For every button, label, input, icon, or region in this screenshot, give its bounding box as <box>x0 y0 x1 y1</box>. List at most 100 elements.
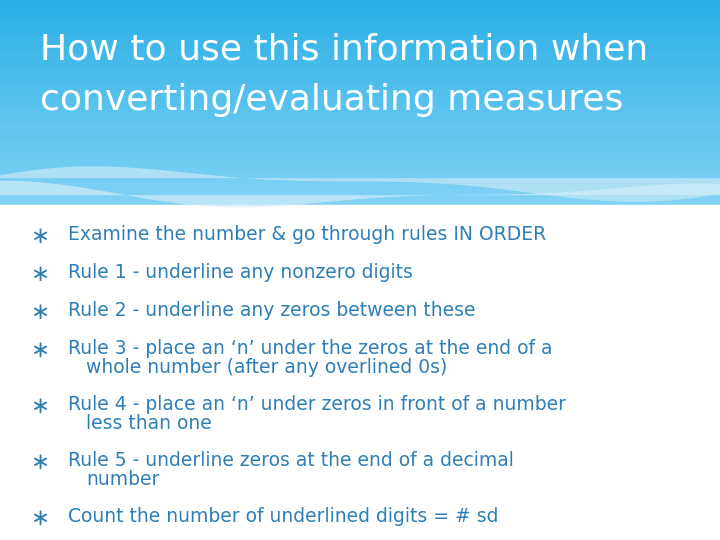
Bar <box>0 112 720 115</box>
Bar <box>0 176 720 179</box>
Bar <box>0 61 720 64</box>
Bar <box>0 84 720 86</box>
Bar <box>0 79 720 82</box>
Bar <box>0 12 720 15</box>
Bar <box>0 145 720 148</box>
Text: Count the number of underlined digits = # sd: Count the number of underlined digits = … <box>68 507 499 526</box>
Bar <box>0 26 720 29</box>
Bar <box>0 69 720 72</box>
Bar <box>0 57 720 59</box>
Bar <box>0 49 720 51</box>
Bar <box>0 156 720 158</box>
Bar <box>0 174 720 177</box>
Bar <box>0 178 720 180</box>
Bar <box>0 117 720 119</box>
Bar <box>0 125 720 127</box>
Bar <box>0 4 720 6</box>
Bar <box>0 166 720 168</box>
Bar <box>0 73 720 76</box>
Polygon shape <box>0 181 720 207</box>
Bar <box>0 100 720 103</box>
Bar <box>0 149 720 152</box>
Bar <box>0 180 720 183</box>
Bar <box>0 71 720 74</box>
Bar <box>0 141 720 144</box>
Text: number: number <box>86 470 160 489</box>
Text: Examine the number & go through rules IN ORDER: Examine the number & go through rules IN… <box>68 225 546 244</box>
Text: Rule 5 - underline zeros at the end of a decimal: Rule 5 - underline zeros at the end of a… <box>68 451 514 470</box>
Bar <box>0 202 720 205</box>
Bar <box>0 63 720 66</box>
Bar <box>0 43 720 45</box>
Bar <box>0 76 720 78</box>
Bar <box>0 120 720 123</box>
Bar <box>0 114 720 117</box>
Bar <box>0 5 720 8</box>
Bar <box>0 102 720 105</box>
Bar <box>0 182 720 185</box>
Bar <box>0 90 720 92</box>
Bar <box>0 151 720 154</box>
Bar <box>0 161 720 164</box>
Bar <box>0 184 720 187</box>
Bar <box>0 108 720 111</box>
Bar <box>0 2 720 4</box>
Bar <box>0 51 720 53</box>
Bar <box>0 87 720 90</box>
Bar <box>0 168 720 170</box>
Bar <box>0 170 720 172</box>
Bar <box>0 118 720 121</box>
Bar <box>0 106 720 109</box>
Bar <box>0 159 720 162</box>
Text: ∗: ∗ <box>30 507 49 530</box>
Bar <box>0 20 720 23</box>
Text: Rule 4 - place an ‘n’ under zeros in front of a number: Rule 4 - place an ‘n’ under zeros in fro… <box>68 395 567 414</box>
Bar <box>0 14 720 16</box>
Text: ∗: ∗ <box>30 225 49 248</box>
Bar <box>0 46 720 49</box>
Text: whole number (after any overlined 0s): whole number (after any overlined 0s) <box>86 358 448 377</box>
Bar <box>0 65 720 68</box>
Bar <box>0 53 720 56</box>
Bar <box>0 110 720 113</box>
Bar <box>0 38 720 41</box>
Bar <box>0 190 720 193</box>
Bar <box>0 194 720 197</box>
Bar <box>0 24 720 26</box>
Bar <box>0 123 720 125</box>
Text: Rule 1 - underline any nonzero digits: Rule 1 - underline any nonzero digits <box>68 263 413 282</box>
Bar <box>0 200 720 203</box>
Bar <box>0 35 720 37</box>
Bar <box>0 164 720 166</box>
Bar <box>0 96 720 98</box>
Bar <box>0 92 720 94</box>
Bar <box>0 199 720 201</box>
Bar <box>0 86 720 88</box>
Bar <box>0 197 720 199</box>
Bar <box>0 67 720 70</box>
Bar <box>0 8 720 10</box>
Bar <box>0 139 720 141</box>
Bar <box>0 153 720 156</box>
Text: Rule 2 - underline any zeros between these: Rule 2 - underline any zeros between the… <box>68 301 476 320</box>
Polygon shape <box>0 166 720 202</box>
Bar <box>0 36 720 39</box>
Bar <box>0 158 720 160</box>
Bar <box>0 10 720 12</box>
Text: ∗: ∗ <box>30 301 49 324</box>
Bar <box>0 192 720 195</box>
Bar <box>0 55 720 57</box>
Text: ∗: ∗ <box>30 395 49 418</box>
Bar <box>0 32 720 35</box>
Bar <box>0 40 720 43</box>
Bar <box>0 133 720 136</box>
Text: Rule 3 - place an ‘n’ under the zeros at the end of a: Rule 3 - place an ‘n’ under the zeros at… <box>68 339 553 358</box>
Bar <box>0 186 720 189</box>
Bar <box>0 94 720 97</box>
Bar <box>0 131 720 133</box>
Bar <box>0 129 720 131</box>
Bar <box>0 30 720 33</box>
Bar <box>0 22 720 25</box>
Bar <box>0 77 720 80</box>
Bar <box>0 127 720 129</box>
